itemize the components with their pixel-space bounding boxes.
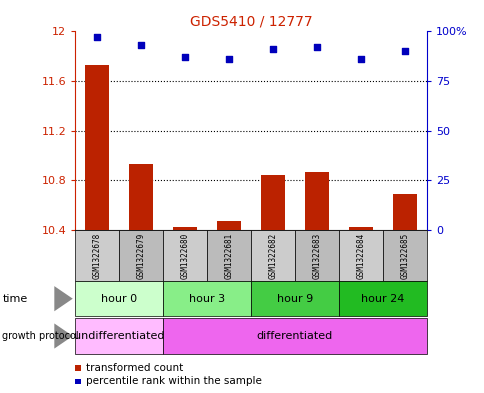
Text: GSM1322681: GSM1322681 <box>224 232 233 279</box>
Bar <box>338 230 382 281</box>
Point <box>356 56 364 62</box>
Text: GSM1322679: GSM1322679 <box>136 232 145 279</box>
Bar <box>207 230 251 281</box>
Text: transformed count: transformed count <box>86 363 183 373</box>
Text: hour 0: hour 0 <box>101 294 137 304</box>
Bar <box>392 194 416 230</box>
Text: GSM1322680: GSM1322680 <box>180 232 189 279</box>
Point <box>312 44 320 50</box>
Text: GSM1322678: GSM1322678 <box>92 232 102 279</box>
Bar <box>75 281 163 316</box>
Bar <box>260 175 285 230</box>
Point <box>137 42 145 48</box>
Bar <box>338 281 426 316</box>
Bar <box>163 230 207 281</box>
Bar <box>163 281 251 316</box>
Bar <box>75 365 81 371</box>
Polygon shape <box>54 286 73 311</box>
Bar <box>216 221 241 230</box>
Bar <box>294 230 338 281</box>
Point <box>225 56 232 62</box>
Text: hour 9: hour 9 <box>276 294 312 304</box>
Point <box>181 54 189 61</box>
Bar <box>348 228 372 230</box>
Bar <box>251 281 338 316</box>
Text: GSM1322682: GSM1322682 <box>268 232 277 279</box>
Bar <box>75 230 119 281</box>
Bar <box>129 164 153 230</box>
Text: percentile rank within the sample: percentile rank within the sample <box>86 376 261 386</box>
Text: hour 3: hour 3 <box>189 294 225 304</box>
Text: growth protocol: growth protocol <box>2 331 79 341</box>
Bar <box>304 172 328 230</box>
Bar <box>85 65 109 230</box>
Bar <box>75 378 81 384</box>
Text: time: time <box>2 294 28 304</box>
Polygon shape <box>54 323 73 349</box>
Bar <box>173 228 197 230</box>
Bar <box>75 318 163 354</box>
Text: undifferentiated: undifferentiated <box>74 331 164 341</box>
Text: GSM1322684: GSM1322684 <box>356 232 364 279</box>
Text: GSM1322685: GSM1322685 <box>399 232 408 279</box>
Point <box>400 48 408 55</box>
Bar <box>251 230 294 281</box>
Text: differentiated: differentiated <box>257 331 333 341</box>
Title: GDS5410 / 12777: GDS5410 / 12777 <box>189 15 312 29</box>
Point <box>93 34 101 40</box>
Bar <box>382 230 426 281</box>
Text: GSM1322683: GSM1322683 <box>312 232 321 279</box>
Bar <box>119 230 163 281</box>
Text: hour 24: hour 24 <box>361 294 404 304</box>
Bar <box>163 318 426 354</box>
Point <box>269 46 276 52</box>
